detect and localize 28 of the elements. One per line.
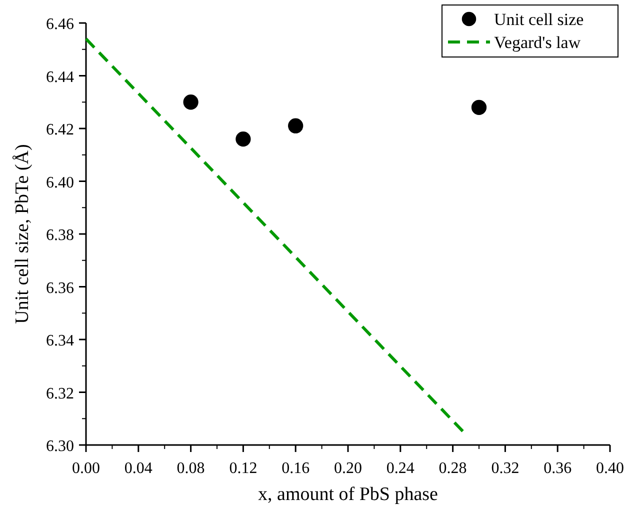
x-tick-label: 0.24 [386, 460, 414, 477]
x-tick-label: 0.00 [72, 460, 100, 477]
x-tick-label: 0.40 [596, 460, 624, 477]
legend-label: Unit cell size [494, 10, 584, 29]
x-tick-label: 0.08 [176, 460, 205, 477]
x-tick-label: 0.12 [229, 460, 258, 477]
point [236, 131, 251, 147]
y-tick-label: 6.40 [46, 174, 74, 192]
y-tick-label: 6.42 [46, 122, 74, 138]
y-tick-label: 6.36 [46, 280, 74, 297]
point [471, 100, 487, 115]
x-tick-label: 0.16 [282, 460, 310, 477]
y-tick-label: 6.34 [46, 332, 74, 350]
x-tick-label: 0.36 [544, 460, 572, 477]
y-axis-title: Unit cell size, PbTe (Å) [12, 144, 33, 324]
x-tick-label: 0.20 [334, 460, 362, 477]
y-tick-label: 6.32 [46, 385, 74, 402]
y-tick-label: 6.30 [46, 438, 74, 455]
y-tick-label: 6.46 [46, 16, 74, 33]
point [183, 94, 198, 110]
point [288, 118, 304, 134]
legend-label: Vegard's law [494, 33, 582, 52]
x-tick-label: 0.04 [124, 460, 152, 477]
x-tick-label: 0.28 [438, 460, 467, 477]
y-tick-label: 6.38 [46, 227, 74, 244]
x-tick-label: 0.32 [491, 460, 520, 477]
y-tick-label: 6.44 [46, 68, 74, 86]
x-axis-title: x, amount of PbS phase [258, 484, 438, 505]
